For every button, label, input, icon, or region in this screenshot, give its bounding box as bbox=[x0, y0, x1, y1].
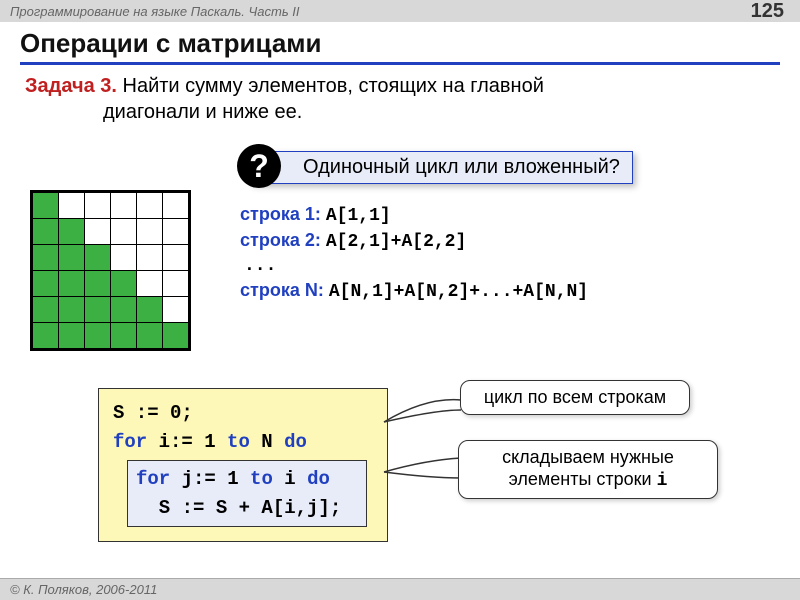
task-line2: диагонали и ниже ее. bbox=[25, 99, 780, 125]
code-line2: for i:= 1 to N do bbox=[113, 428, 373, 457]
row-formulas: строка 1: A[1,1] строка 2: A[2,1]+A[2,2]… bbox=[240, 200, 588, 306]
row2-code: A[2,1]+A[2,2] bbox=[326, 232, 466, 252]
task-label: Задача 3. bbox=[25, 75, 117, 97]
course-title: Программирование на языке Паскаль. Часть… bbox=[10, 4, 300, 19]
callout-sum: складываем нужные элементы строки i bbox=[458, 440, 718, 499]
question-box: ? Одиночный цикл или вложенный? bbox=[250, 151, 633, 184]
row1-code: A[1,1] bbox=[326, 206, 391, 226]
row2-label: строка 2: bbox=[240, 230, 321, 250]
inner-line2: S := S + A[i,j]; bbox=[136, 494, 358, 523]
matrix-diagram bbox=[30, 190, 191, 351]
question-text: Одиночный цикл или вложенный? bbox=[303, 156, 620, 178]
page-number: 125 bbox=[751, 0, 790, 23]
inner-code-block: for j:= 1 to i do S := S + A[i,j]; bbox=[127, 460, 367, 527]
task-text: Задача 3. Найти сумму элементов, стоящих… bbox=[25, 73, 780, 125]
rowN-label: строка N: bbox=[240, 280, 324, 300]
question-icon: ? bbox=[237, 144, 281, 188]
code-block: S := 0; for i:= 1 to N do for j:= 1 to i… bbox=[98, 388, 388, 542]
rowN-code: A[N,1]+A[N,2]+...+A[N,N] bbox=[329, 282, 588, 302]
callout-rows: цикл по всем строкам bbox=[460, 380, 690, 415]
task-line1: Найти сумму элементов, стоящих на главно… bbox=[117, 75, 544, 97]
row1-label: строка 1: bbox=[240, 204, 321, 224]
rows-ellipsis: ... bbox=[240, 256, 588, 276]
header-bar: Программирование на языке Паскаль. Часть… bbox=[0, 0, 800, 22]
inner-line1: for j:= 1 to i do bbox=[136, 465, 358, 494]
slide-title: Операции с матрицами bbox=[20, 28, 780, 65]
footer: © К. Поляков, 2006-2011 bbox=[0, 578, 800, 600]
code-line1: S := 0; bbox=[113, 399, 373, 428]
